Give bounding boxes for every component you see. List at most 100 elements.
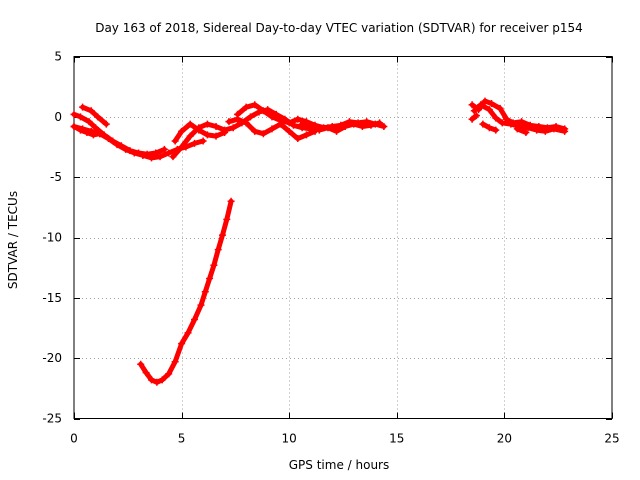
series-trace-upper-b [70,110,168,158]
data-point [76,113,84,121]
data-point [324,124,332,132]
data-point [341,122,349,130]
data-point [214,246,222,254]
data-point [470,107,478,115]
data-point [251,101,259,109]
y-tick-label: 5 [54,50,62,64]
series-trace-upper-d [79,103,110,128]
data-point [142,369,150,377]
data-point [171,358,179,366]
data-point [126,147,134,155]
data-point [358,122,366,130]
data-point [487,100,495,108]
data-point [212,122,220,130]
data-point [472,112,480,120]
data-point [83,129,91,137]
data-point [89,131,97,139]
data-point [147,376,155,384]
data-point [178,340,186,348]
data-point [541,127,549,135]
y-tick-label: -20 [42,351,62,365]
y-tick-label: 0 [54,110,62,124]
data-point [294,135,302,143]
data-point [203,120,211,128]
data-point [496,104,504,112]
data-point [184,329,192,337]
data-point [522,129,530,137]
data-point [165,370,173,378]
data-point [165,149,173,157]
data-point [158,376,166,384]
data-point [210,261,218,269]
data-point [294,115,302,123]
data-point [76,126,84,134]
series-trace-right-b [470,101,569,135]
data-point [96,130,104,138]
data-point [468,115,476,123]
axis-ticks [74,56,613,420]
data-point [234,110,242,118]
series-trace-right-c [468,112,480,123]
data-point [117,142,125,150]
x-tick-label: 0 [70,432,78,446]
data-point [550,125,558,133]
data-point [135,149,143,157]
data-point [307,122,315,130]
data-point [85,118,93,126]
data-point [218,231,226,239]
data-point [350,120,358,128]
y-tick-label: -15 [42,291,62,305]
data-point [178,127,186,135]
x-tick-label: 15 [389,432,404,446]
data-point [259,130,267,138]
series-line [299,120,383,134]
x-tick-label: 20 [497,432,512,446]
series-trace-upper-i [298,119,384,135]
data-point [333,127,341,135]
series-trace-right-e [513,125,530,137]
data-point [268,113,276,121]
series-trace-right-d [479,120,500,134]
data-point [70,122,78,130]
data-point [259,107,267,115]
data-point [285,127,293,135]
data-point [171,137,179,145]
data-point [246,113,254,121]
data-point [201,288,209,296]
data-point [169,153,177,161]
data-point [156,153,164,161]
data-point [518,118,526,126]
x-tick-label: 10 [282,432,297,446]
x-tick-label: 25 [604,432,619,446]
data-point [513,125,521,133]
chart-title: Day 163 of 2018, Sidereal Day-to-day VTE… [95,21,583,35]
data-point [477,101,485,109]
data-point [109,137,117,145]
data-point [268,125,276,133]
data-point [561,127,569,135]
data-point [229,124,237,132]
data-point [186,120,194,128]
data-point [251,127,259,135]
data-point [186,132,194,140]
data-point [195,126,203,134]
plot-frame [73,56,613,419]
series-line [80,104,109,127]
data-point [102,120,110,128]
data-point [197,301,205,309]
data-point [152,149,160,157]
y-tick-label: -25 [42,412,62,426]
data-point [479,120,487,128]
data-point [468,101,476,109]
data-point [206,275,214,283]
data-point [79,103,87,111]
series-trace-upper-g [225,115,319,143]
series-trace-upper-f [171,120,229,145]
data-point [199,137,207,145]
data-point [376,119,384,127]
data-point [92,124,100,132]
data-point [498,119,506,127]
data-point [203,131,211,139]
y-tick-label: -10 [42,231,62,245]
